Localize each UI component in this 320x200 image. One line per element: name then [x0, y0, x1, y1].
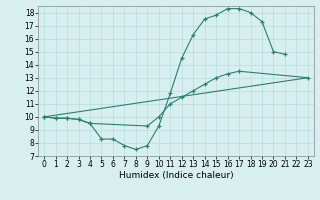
X-axis label: Humidex (Indice chaleur): Humidex (Indice chaleur): [119, 171, 233, 180]
